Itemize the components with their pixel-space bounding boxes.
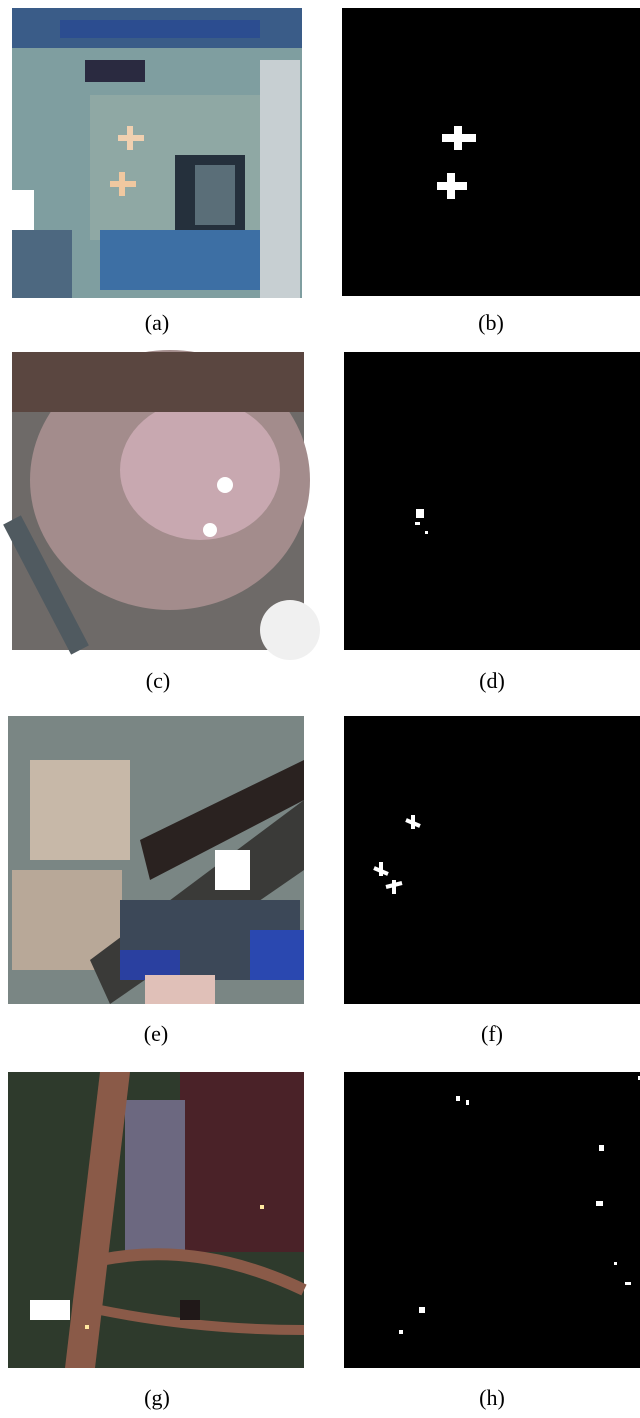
page: (a) (b) (c) (d) (e) (f) (g) (h) (() => {… xyxy=(0,0,640,1418)
mask-f xyxy=(344,716,640,1004)
image-g xyxy=(8,1072,304,1368)
image-e xyxy=(8,716,304,1004)
panel-label: (c) xyxy=(146,668,170,693)
mask-d xyxy=(344,352,640,650)
mask-b xyxy=(342,8,640,296)
panel-label: (a) xyxy=(145,310,169,335)
mask-h xyxy=(344,1072,640,1368)
panel-label: (e) xyxy=(144,1021,168,1046)
figure: (a) (b) (c) (d) (e) (f) (g) (h) xyxy=(0,0,640,1418)
panel-label: (b) xyxy=(478,310,504,335)
image-a xyxy=(12,8,302,298)
image-c xyxy=(12,350,320,660)
panel-label: (d) xyxy=(479,668,505,693)
panel-label: (f) xyxy=(481,1021,503,1046)
panel-label: (g) xyxy=(144,1385,170,1410)
panel-label: (h) xyxy=(479,1385,505,1410)
